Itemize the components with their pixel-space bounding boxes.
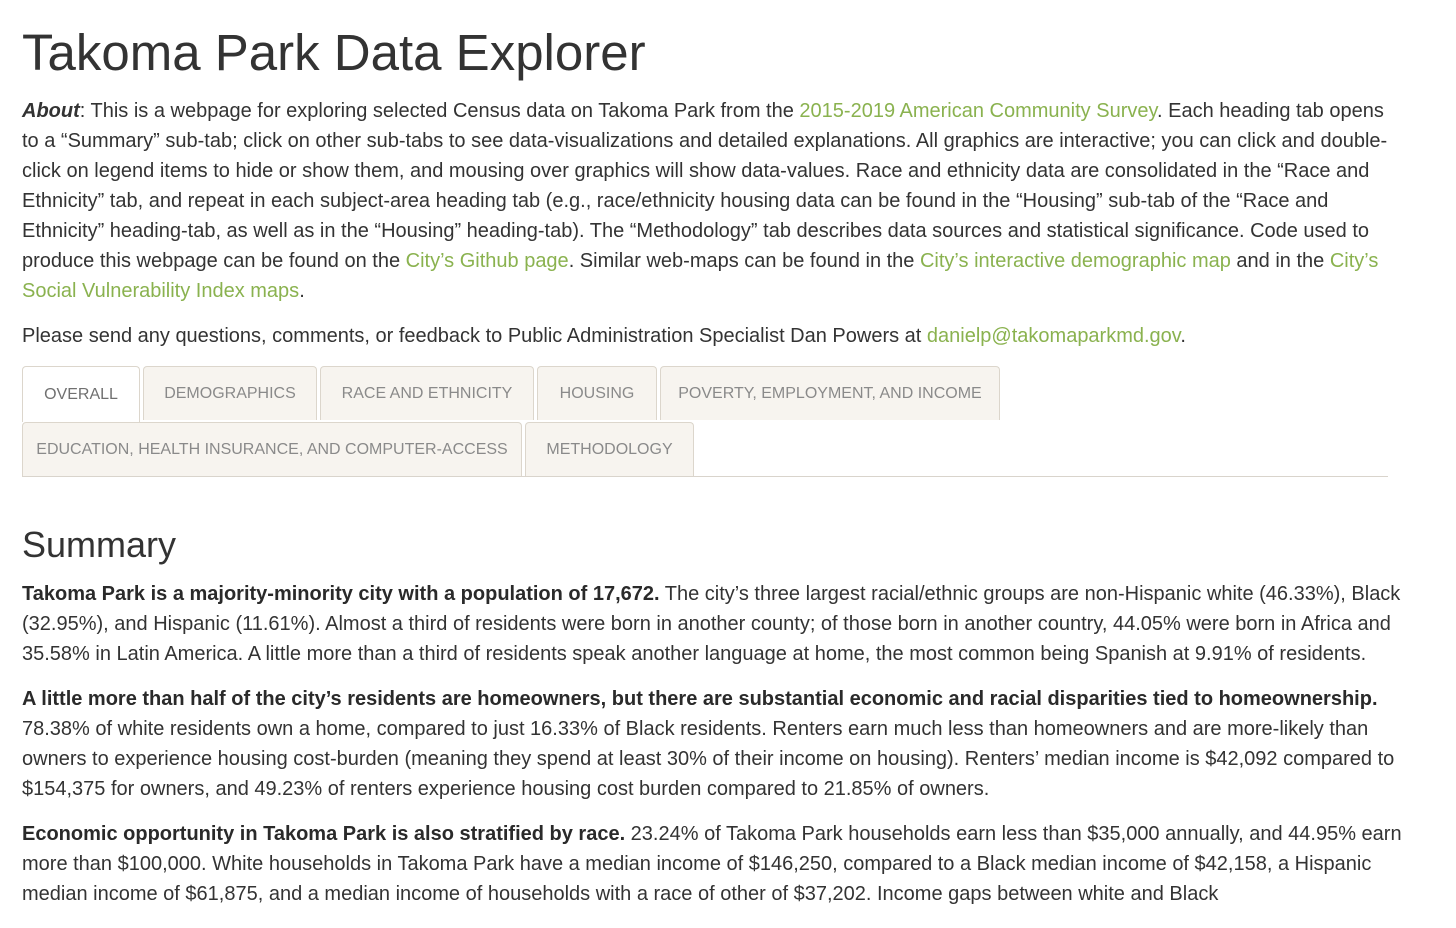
svi-maps-link[interactable]: City’s Social Vulnerability Index maps <box>22 250 1379 302</box>
summary-text-2: 78.38% of white residents own a home, co… <box>22 718 1395 800</box>
summary-paragraph-1: Takoma Park is a majority-minority city … <box>22 579 1402 669</box>
heading-tabs: Overall Demographics Race and Ethnicity … <box>22 366 1388 477</box>
summary-paragraph-3: Economic opportunity in Takoma Park is a… <box>22 819 1402 909</box>
tab-housing[interactable]: Housing <box>537 366 657 420</box>
tab-education-health-computer[interactable]: Education, Health Insurance, and Compute… <box>22 422 522 476</box>
page-title: Takoma Park Data Explorer <box>22 24 646 81</box>
summary-paragraph-2: A little more than half of the city’s re… <box>22 684 1402 804</box>
contact-end: . <box>1180 325 1186 347</box>
demographic-map-link[interactable]: City’s interactive demographic map <box>919 250 1231 272</box>
tab-race-and-ethnicity[interactable]: Race and Ethnicity <box>320 366 534 420</box>
about-text-3: . Similar web-maps can be found in the <box>568 250 920 272</box>
about-text-2: . Each heading tab opens to a “Summary” … <box>22 100 1388 272</box>
tab-demographics[interactable]: Demographics <box>143 366 317 420</box>
tab-overall[interactable]: Overall <box>22 366 140 422</box>
summary-heading: Summary <box>22 524 177 565</box>
contact-paragraph: Please send any questions, comments, or … <box>22 321 1402 351</box>
summary-lead-3: Economic opportunity in Takoma Park is a… <box>22 823 626 845</box>
tab-poverty-employment-income[interactable]: Poverty, Employment, and Income <box>660 366 1000 420</box>
summary-lead-1: Takoma Park is a majority-minority city … <box>22 583 660 605</box>
summary-lead-2: A little more than half of the city’s re… <box>22 688 1378 710</box>
acs-link[interactable]: 2015-2019 American Community Survey <box>799 100 1157 122</box>
about-text-1: : This is a webpage for exploring select… <box>79 100 800 122</box>
summary-text-1: The city’s three largest racial/ethnic g… <box>22 583 1401 665</box>
github-link[interactable]: City’s Github page <box>405 250 569 272</box>
about-text-5: . <box>299 280 305 302</box>
page: Takoma Park Data Explorer About: This is… <box>22 0 1434 909</box>
contact-text: Please send any questions, comments, or … <box>22 325 927 347</box>
summary-text-3: 23.24% of Takoma Park households earn le… <box>22 823 1402 905</box>
tab-methodology[interactable]: Methodology <box>525 422 694 476</box>
email-link[interactable]: danielp@takomaparkmd.gov <box>926 325 1181 347</box>
about-label: About <box>22 100 80 122</box>
about-text-4: and in the <box>1230 250 1330 272</box>
about-paragraph: About: This is a webpage for exploring s… <box>22 96 1402 306</box>
